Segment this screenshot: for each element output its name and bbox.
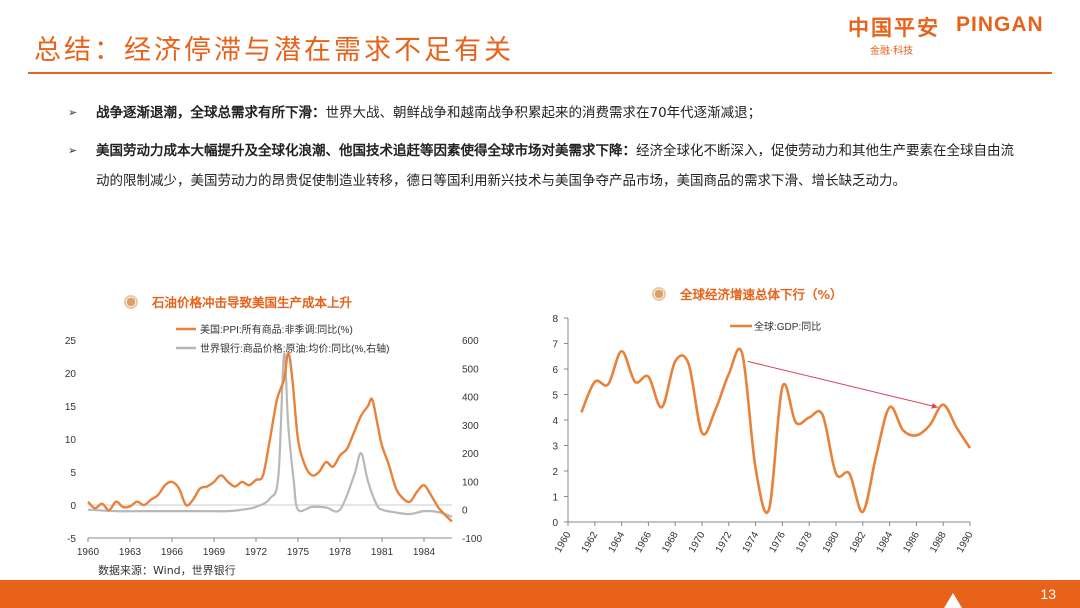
company-logo: 中国平安 PINGAN 金融·科技 <box>848 12 1048 62</box>
y2-tick-label: -100 <box>462 534 482 545</box>
page-title: 总结：经济停滞与潜在需求不足有关 <box>34 35 514 66</box>
y2-tick-label: 200 <box>462 449 479 460</box>
footer-bar <box>0 580 1080 608</box>
y-tick-label: 15 <box>65 402 77 413</box>
x-tick-label: 1990 <box>955 530 976 555</box>
x-tick-label: 1972 <box>245 547 268 558</box>
footer-logo-icon <box>944 593 962 608</box>
y2-tick-label: 100 <box>462 477 479 488</box>
y-tick-label: 0 <box>70 501 76 512</box>
series-gdp-line <box>580 347 972 514</box>
logo-en-text: PINGAN <box>956 13 1044 36</box>
page-number: 13 <box>1040 586 1056 602</box>
x-tick-label: 1976 <box>767 530 788 555</box>
chart2-title-row: 全球经济增速总体下行（%） <box>652 284 843 303</box>
bullet-circle-icon <box>124 294 138 309</box>
y-tick-label: 25 <box>65 336 77 347</box>
bullet-circle-icon <box>652 286 666 301</box>
data-source: 数据来源：Wind，世界银行 <box>98 564 236 577</box>
x-tick-label: 1972 <box>714 530 735 555</box>
y-tick-label: 4 <box>552 416 558 427</box>
series-ppi-line <box>87 351 453 523</box>
x-tick-label: 1964 <box>607 530 628 555</box>
x-tick-label: 1960 <box>77 547 100 558</box>
bullet-arrow-icon: ➢ <box>68 144 78 157</box>
legend-gdp: 全球:GDP:同比 <box>754 320 821 333</box>
series-oil-line <box>87 352 453 518</box>
x-tick-label: 1981 <box>371 547 394 558</box>
legend-oil: 世界银行:商品价格:原油:均价:同比(%,右轴) <box>200 342 389 355</box>
y2-tick-label: 0 <box>462 506 468 517</box>
x-tick-label: 1960 <box>553 530 574 555</box>
x-tick-label: 1963 <box>119 547 142 558</box>
bullet-item: ➢ 战争逐渐退潮，全球总需求有所下滑：世界大战、朝鲜战争和越南战争积累起来的消费… <box>68 98 1018 128</box>
x-tick-label: 1975 <box>287 547 310 558</box>
y-tick-label: 6 <box>552 365 558 376</box>
y-tick-label: 10 <box>65 435 77 446</box>
bullet-heading: 美国劳动力成本大幅提升及全球化浪潮、他国技术追赶等因素使得全球市场对美需求下降： <box>96 143 636 159</box>
x-tick-label: 1980 <box>821 530 842 555</box>
y-tick-label: 20 <box>65 369 77 380</box>
logo-cn-text: 中国平安 <box>848 16 940 40</box>
x-tick-label: 1970 <box>687 530 708 555</box>
x-tick-label: 1966 <box>633 530 654 555</box>
bullet-text: 经济全球化不断深入，促使劳动力和其他生产要素在全球自由流动的限制减少，美国劳动力… <box>96 143 1014 189</box>
y-tick-label: 8 <box>552 314 558 325</box>
chart-ppi-oil: 1960 1963 1966 1969 1972 1975 1978 1981 1984 -5 0 5… <box>65 323 483 558</box>
title-divider <box>28 72 1052 74</box>
y-tick-label: 7 <box>552 340 558 351</box>
x-tick-label: 1988 <box>928 530 949 555</box>
bullet-arrow-icon: ➢ <box>68 106 78 119</box>
y2-tick-label: 400 <box>462 393 479 404</box>
chart1-title: 石油价格冲击导致美国生产成本上升 <box>152 295 353 310</box>
x-tick-label: 1969 <box>203 547 226 558</box>
trend-arrow <box>747 360 938 409</box>
x-tick-label: 1978 <box>329 547 352 558</box>
y-tick-label: 0 <box>552 518 558 529</box>
y-tick-label: 5 <box>552 391 558 402</box>
y-tick-label: 2 <box>552 467 558 478</box>
y2-tick-label: 600 <box>462 336 479 347</box>
x-tick-label: 1982 <box>848 530 869 555</box>
x-tick-label: 1984 <box>875 530 896 555</box>
y-tick-label: 1 <box>552 493 558 504</box>
bullet-item: ➢ 美国劳动力成本大幅提升及全球化浪潮、他国技术追赶等因素使得全球市场对美需求下… <box>68 136 1018 196</box>
x-tick-label: 1974 <box>741 530 762 555</box>
y2-tick-label: 500 <box>462 364 479 375</box>
logo-tagline: 金融·科技 <box>870 46 914 57</box>
y-tick-label: 5 <box>70 468 76 479</box>
x-tick-label: 1978 <box>794 530 815 555</box>
bullet-heading: 战争逐渐退潮，全球总需求有所下滑： <box>96 105 326 121</box>
bullet-text: 世界大战、朝鲜战争和越南战争积累起来的消费需求在70年代逐渐减退； <box>325 105 762 121</box>
y2-tick-label: 300 <box>462 421 479 432</box>
chart1-title-row: 石油价格冲击导致美国生产成本上升 <box>124 292 352 311</box>
x-tick-label: 1962 <box>580 530 601 555</box>
x-tick-label: 1968 <box>660 530 681 555</box>
x-tick-label: 1984 <box>413 547 436 558</box>
x-tick-label: 1986 <box>901 530 922 555</box>
x-tick-label: 1966 <box>161 547 184 558</box>
y-tick-label: 3 <box>552 442 558 453</box>
y-tick-label: -5 <box>67 534 76 545</box>
legend-ppi: 美国:PPI:所有商品:非季调:同比(%) <box>200 323 353 336</box>
chart2-title: 全球经济增速总体下行（%） <box>680 287 843 302</box>
chart-world-gdp: 0 1 2 3 4 5 6 7 8 1960 1962 1964 1966 1968 1970 1972 197… <box>552 314 976 555</box>
bullet-list: ➢ 战争逐渐退潮，全球总需求有所下滑：世界大战、朝鲜战争和越南战争积累起来的消费… <box>68 98 1018 204</box>
